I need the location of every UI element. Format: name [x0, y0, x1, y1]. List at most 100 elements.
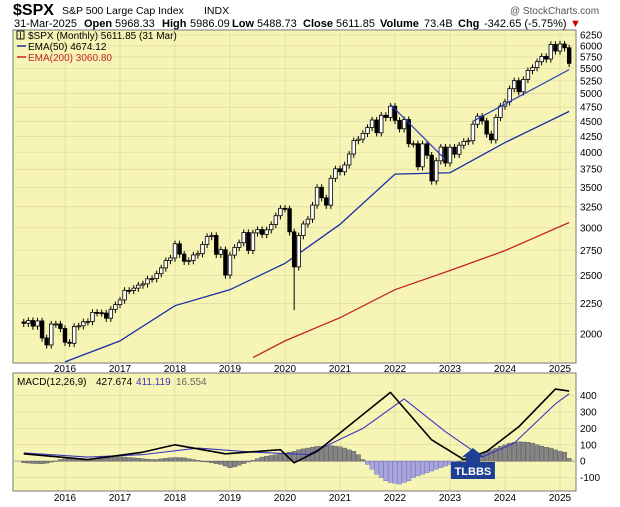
candle-body [443, 146, 448, 164]
macd-hist-bar [181, 457, 187, 462]
candle-body [562, 43, 567, 49]
candle-body [163, 260, 169, 269]
candle-body [62, 328, 68, 343]
candle-body [319, 186, 324, 199]
macd-lines [23, 388, 570, 464]
price-tick-label: 3250 [580, 202, 603, 213]
candle-body [104, 312, 109, 319]
macd-hist-bar [566, 458, 572, 462]
macd-hist-bar [245, 460, 251, 463]
legend-price: $SPX (Monthly) 5611.85 (31 Mar) [28, 31, 177, 42]
candle-body [126, 289, 132, 292]
trendline [472, 69, 570, 122]
macd-hist-bar [108, 457, 114, 462]
price-tick-label: 4000 [580, 148, 603, 159]
candle-body [241, 232, 246, 244]
macd-hist-bar [406, 460, 412, 482]
candle-body [456, 144, 462, 155]
ema200-path [252, 221, 570, 359]
macd-line [23, 388, 570, 464]
candle-body [255, 229, 260, 234]
high-label: High [162, 18, 187, 30]
macd-hist-bar [291, 451, 297, 462]
candle-body [214, 235, 219, 255]
macd-hist-bar [48, 460, 54, 463]
candle-body [356, 138, 361, 142]
macd-hist-bar [383, 460, 389, 482]
price-tick-label: 4750 [580, 103, 603, 114]
candle-body [557, 43, 563, 52]
candle-body [85, 321, 91, 323]
candle-body [232, 247, 237, 256]
macd-hist-bar [58, 459, 63, 462]
macd-hist-bar [530, 442, 535, 462]
macd-hist-bar [213, 460, 219, 464]
macd-hist-bar [268, 455, 274, 462]
macd-hist-bar [94, 459, 100, 462]
price-x-tick-label: 2022 [384, 364, 407, 375]
candle-body [287, 208, 292, 233]
macd-hist-bar [553, 449, 558, 462]
candle-body [411, 143, 416, 146]
macd-hist-bar [278, 453, 283, 462]
candle-body [44, 337, 49, 346]
macd-hist-bar [520, 441, 526, 462]
macd-hist-bar [209, 460, 215, 463]
chg-label: Chg [458, 18, 479, 30]
macd-hist-bar [548, 447, 554, 462]
candle-body [71, 326, 77, 344]
macd-hist-bar [25, 460, 31, 464]
candle-body [200, 244, 205, 255]
legend-ema200: EMA(200) 3060.80 [28, 53, 112, 64]
macd-hist-bar [85, 460, 91, 462]
macd-hist-bar [328, 445, 334, 462]
candle-body [94, 311, 100, 314]
macd-hist-bar [154, 459, 160, 462]
volume-value: 73.4B [424, 18, 453, 30]
macd-hist-bar [401, 460, 407, 483]
candle-body [154, 273, 159, 280]
candle-body [259, 229, 265, 235]
macd-x-tick-label: 2020 [274, 493, 297, 504]
macd-hist-bar [397, 460, 402, 485]
macd-hist-bar [227, 460, 233, 468]
candle-body [76, 325, 81, 328]
candle-body [475, 115, 480, 125]
candle-body [301, 223, 306, 237]
candle-body [434, 160, 439, 182]
macd-hist-bar [259, 456, 265, 462]
candle-body [172, 243, 178, 259]
macd-signal-line [23, 393, 570, 458]
candle-body [90, 311, 95, 322]
macd-hist-bar [392, 460, 398, 484]
price-tick-label: 5000 [580, 89, 603, 100]
macd-hist-bar [158, 458, 164, 462]
candle-body [424, 143, 430, 156]
macd-x-tick-label: 2016 [54, 493, 77, 504]
candle-body [305, 218, 311, 225]
candle-body [186, 260, 191, 262]
macd-hist-bar [163, 458, 169, 462]
macd-hist-bar [456, 460, 462, 462]
macd-hist-bar [223, 460, 228, 467]
macd-hist-bar [543, 447, 549, 462]
candle-body [566, 47, 572, 64]
price-tick-label: 3750 [580, 165, 603, 176]
candle-body [53, 323, 59, 326]
candle-body [539, 56, 544, 63]
macd-hist-bar [44, 460, 50, 464]
candle-body [269, 224, 274, 231]
annotation-label: TLBBS [455, 466, 492, 478]
macd-hist-bar [525, 442, 531, 462]
macd-hist-bar [62, 458, 68, 462]
price-tick-label: 2750 [580, 246, 603, 257]
low-value: 5488.73 [257, 18, 297, 30]
macd-x-tick-label: 2023 [439, 493, 462, 504]
macd-x-axis: 2016 2017 2018 2019 2020 2021 2022 2023 2024 2025 [54, 493, 572, 504]
candle-body [374, 119, 379, 134]
macd-hist-bar [131, 457, 137, 462]
macd-hist-bar [168, 457, 173, 462]
candle-body [388, 105, 393, 118]
macd-x-tick-label: 2021 [329, 493, 352, 504]
macd-hist-bar [145, 458, 150, 462]
